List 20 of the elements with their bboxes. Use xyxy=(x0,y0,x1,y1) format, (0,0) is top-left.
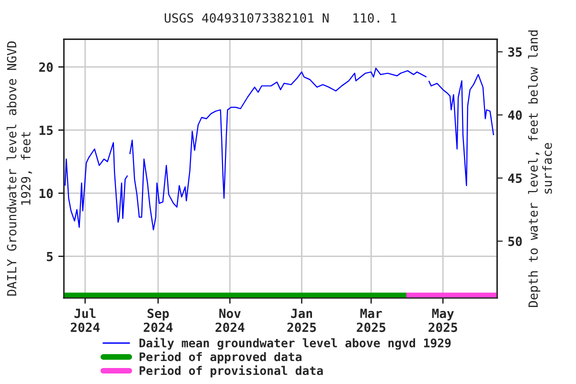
y2-axis-title: Depth to water level, feet below land surface xyxy=(528,30,552,307)
y2-tick-label: 50 xyxy=(508,236,522,246)
x-tick-label: Jan 2025 xyxy=(287,308,316,332)
y2-tick-label: 45 xyxy=(508,174,522,183)
x-tick-label: Jul 2024 xyxy=(70,308,100,332)
y2-tick-label: 40 xyxy=(508,110,522,120)
y-axis-title: DAILY Groundwater level above NGVD 1929, feet xyxy=(6,41,32,296)
y-tick-label: 15 xyxy=(40,126,53,135)
y-tick-label: 20 xyxy=(39,62,53,72)
x-tick-label: Mar 2025 xyxy=(356,308,386,332)
x-tick-label: Nov 2024 xyxy=(216,308,244,332)
chart-title: USGS 404931073382101 N 110. 1 xyxy=(164,13,396,23)
y-tick-label: 10 xyxy=(40,188,53,198)
x-tick-label: Sep 2024 xyxy=(144,308,173,332)
x-tick-label: May 2025 xyxy=(428,308,458,332)
legend-label: Daily mean groundwater level above ngvd 1929 xyxy=(140,338,451,350)
y2-tick-label: 35 xyxy=(508,47,522,57)
legend-label: Period of provisional data xyxy=(140,365,323,378)
legend-label: Period of approved data xyxy=(140,351,302,364)
y-tick-label: 5 xyxy=(46,252,53,262)
